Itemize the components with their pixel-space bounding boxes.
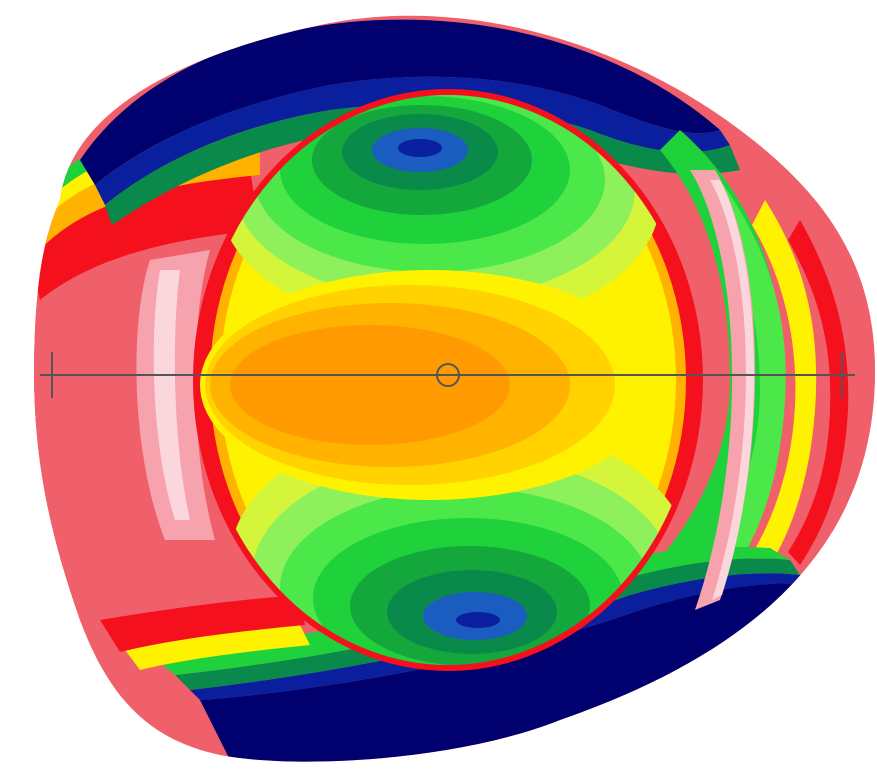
center-orange-core bbox=[230, 325, 510, 445]
right-bright-green-band bbox=[700, 180, 786, 590]
right-yellow-band bbox=[745, 200, 817, 580]
top-blue-edge bbox=[95, 76, 730, 205]
top-cap-center bbox=[398, 139, 442, 157]
bottom-left-yellow-band bbox=[125, 625, 310, 670]
left-salmon-core bbox=[34, 300, 160, 580]
left-light-pink-band bbox=[153, 270, 190, 520]
circle-marker bbox=[436, 363, 460, 387]
top-navy-band bbox=[80, 19, 720, 186]
sphere-outline bbox=[193, 89, 703, 671]
bottom-cap-center bbox=[456, 612, 500, 628]
right-light-pink-band bbox=[710, 180, 755, 600]
inner-sphere bbox=[196, 92, 700, 668]
bottom-navy-band bbox=[200, 583, 820, 762]
bottom-left-red-band bbox=[100, 595, 305, 652]
top-left-red-band bbox=[34, 170, 260, 300]
right-red-band bbox=[788, 220, 849, 565]
